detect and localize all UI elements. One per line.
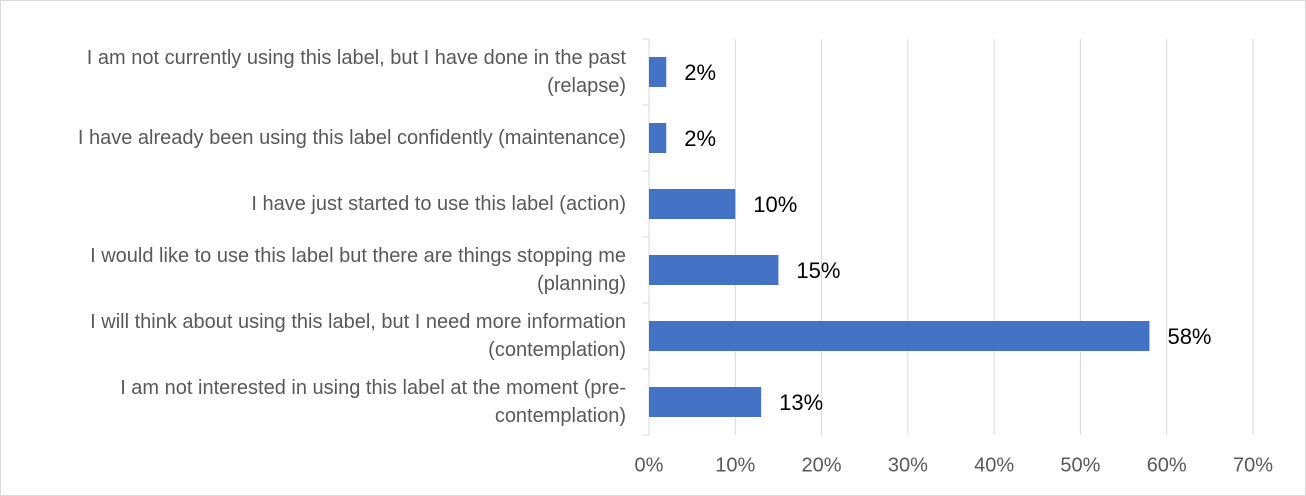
x-tick-label: 70% (1233, 454, 1273, 476)
bar (649, 321, 1150, 351)
bar (649, 189, 736, 219)
x-tick-label: 60% (1147, 454, 1187, 476)
y-tick-label: I am not currently using this label, but… (86, 47, 626, 97)
bar (649, 387, 762, 417)
data-label: 15% (796, 258, 840, 283)
bar (649, 255, 779, 285)
data-label: 13% (779, 390, 823, 415)
x-tick-label: 0% (635, 454, 664, 476)
x-tick-label: 40% (974, 454, 1014, 476)
data-label: 58% (1167, 324, 1211, 349)
y-tick-label: I would like to use this label but there… (90, 245, 626, 295)
bar (649, 123, 667, 153)
x-tick-label: 20% (802, 454, 842, 476)
x-tick-label: 50% (1060, 454, 1100, 476)
y-tick-label: I have already been using this label con… (77, 127, 626, 149)
x-tick-label: 30% (888, 454, 928, 476)
y-tick-label: I am not interested in using this label … (120, 377, 626, 427)
data-label: 2% (684, 126, 716, 151)
y-tick-label: I have just started to use this label (a… (251, 193, 626, 215)
x-tick-label: 10% (715, 454, 755, 476)
y-tick-label: I will think about using this label, but… (90, 311, 626, 361)
data-label: 10% (753, 192, 797, 217)
data-label: 2% (684, 60, 716, 85)
bar (649, 57, 667, 87)
